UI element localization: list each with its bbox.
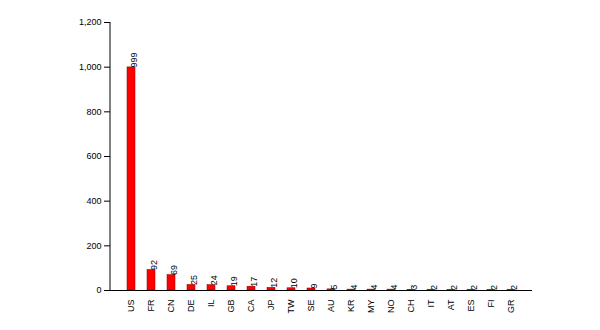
- svg-text:2: 2: [489, 285, 499, 290]
- svg-text:5: 5: [329, 284, 339, 289]
- svg-text:CH: CH: [406, 300, 416, 313]
- svg-text:200: 200: [86, 241, 101, 251]
- svg-text:69: 69: [169, 265, 179, 275]
- svg-text:CA: CA: [246, 300, 256, 313]
- svg-text:25: 25: [189, 275, 199, 285]
- svg-text:10: 10: [289, 278, 299, 288]
- svg-text:AT: AT: [446, 299, 456, 310]
- svg-text:KR: KR: [346, 299, 356, 312]
- svg-text:2: 2: [469, 285, 479, 290]
- svg-text:12: 12: [269, 278, 279, 288]
- svg-text:IT: IT: [426, 299, 436, 308]
- svg-text:9: 9: [309, 283, 319, 288]
- svg-text:19: 19: [229, 276, 239, 286]
- svg-text:3: 3: [409, 285, 419, 290]
- svg-text:CN: CN: [166, 300, 176, 313]
- svg-text:AU: AU: [326, 300, 336, 313]
- svg-text:TW: TW: [286, 299, 296, 313]
- svg-text:17: 17: [249, 277, 259, 287]
- svg-text:DE: DE: [186, 300, 196, 313]
- svg-text:800: 800: [86, 107, 101, 117]
- svg-text:US: US: [126, 300, 136, 313]
- svg-text:FR: FR: [146, 299, 156, 311]
- svg-text:JP: JP: [266, 300, 276, 311]
- svg-text:1,000: 1,000: [79, 62, 102, 72]
- svg-text:92: 92: [149, 260, 159, 270]
- svg-text:400: 400: [86, 196, 101, 206]
- svg-text:2: 2: [429, 285, 439, 290]
- svg-text:4: 4: [369, 285, 379, 290]
- svg-text:GB: GB: [226, 300, 236, 313]
- svg-text:SE: SE: [306, 300, 316, 312]
- svg-text:GR: GR: [506, 299, 516, 313]
- svg-text:0: 0: [96, 285, 101, 295]
- svg-text:MY: MY: [366, 300, 376, 314]
- svg-text:999: 999: [129, 52, 139, 67]
- svg-text:4: 4: [349, 285, 359, 290]
- svg-text:2: 2: [449, 285, 459, 290]
- svg-text:600: 600: [86, 151, 101, 161]
- svg-text:1,200: 1,200: [79, 17, 102, 27]
- svg-text:NO: NO: [386, 300, 396, 314]
- svg-text:FI: FI: [486, 300, 496, 308]
- svg-text:IL: IL: [206, 300, 216, 308]
- svg-text:24: 24: [209, 275, 219, 285]
- svg-text:4: 4: [389, 285, 399, 290]
- svg-text:ES: ES: [466, 300, 476, 312]
- svg-text:2: 2: [509, 285, 519, 290]
